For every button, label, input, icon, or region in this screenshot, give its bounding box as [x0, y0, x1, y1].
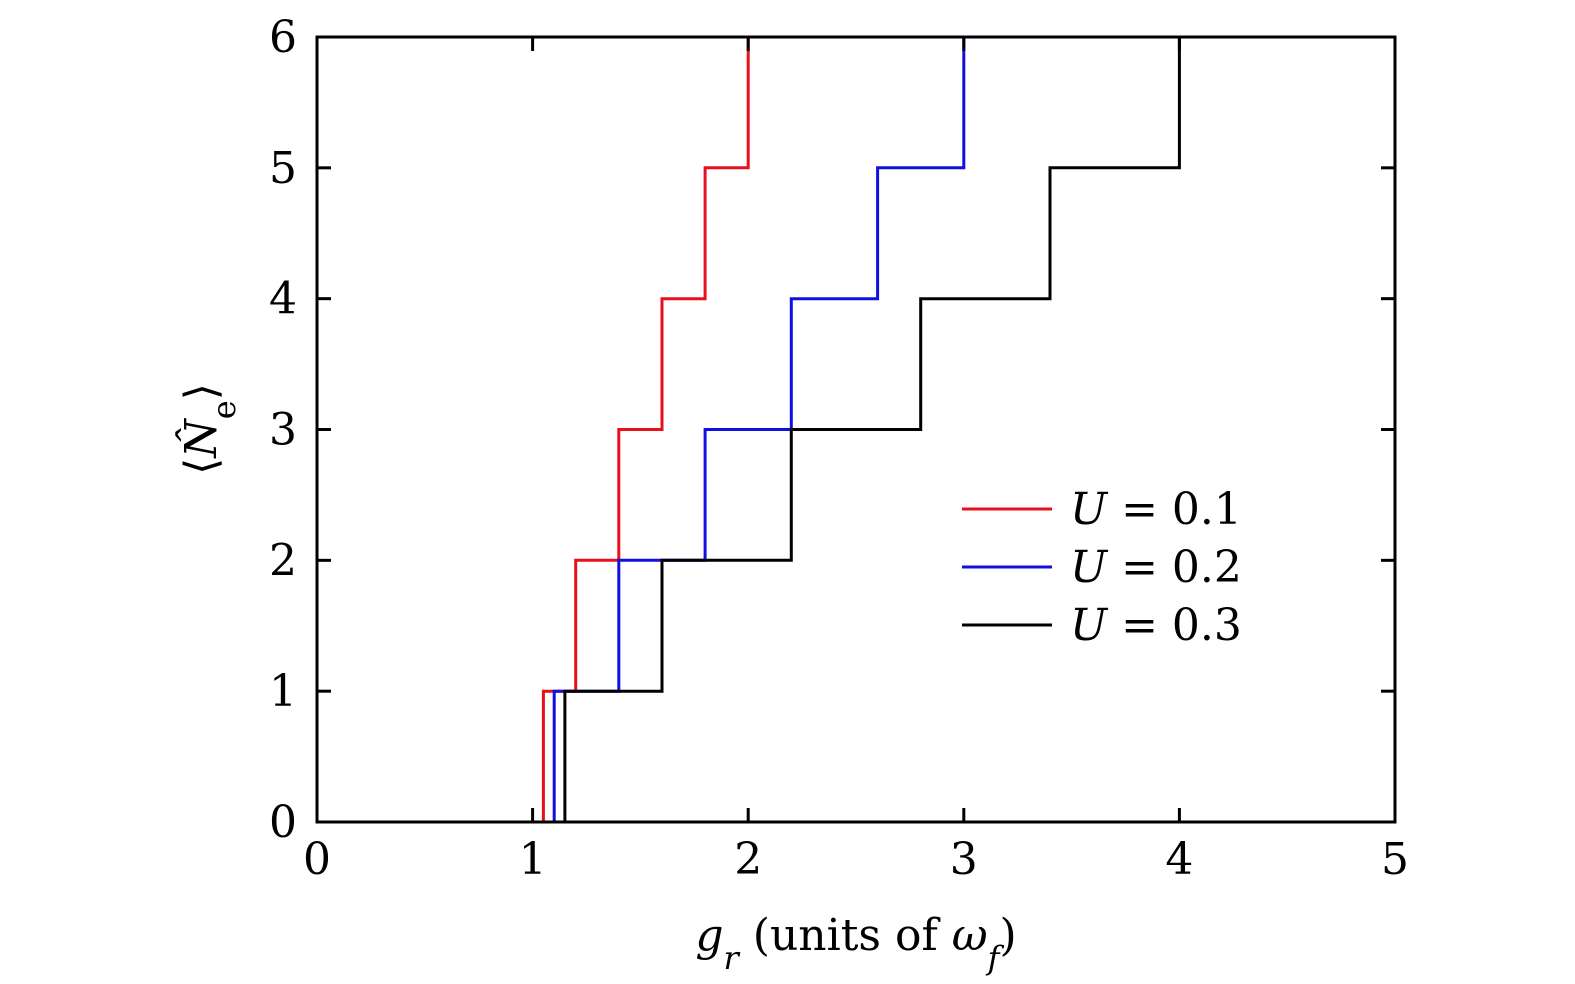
legend: U = 0.1 U = 0.2 U = 0.3	[962, 484, 1242, 651]
legend-label-u01: U = 0.1	[1070, 484, 1242, 535]
x-axis-label: gr (units of ωf)	[695, 910, 1016, 977]
tick-labels-layer: 0 1 2 3 4 5 0 1 2 3 4 5 6	[269, 12, 1409, 885]
y-axis-label-subscript: e	[205, 400, 243, 419]
series-line-2	[317, 35, 1050, 824]
x-tick-label-5: 5	[1381, 834, 1409, 885]
x-tick-label-0: 0	[303, 834, 331, 885]
x-axis-label-symbol: g	[695, 910, 723, 961]
x-tick-label-2: 2	[734, 834, 762, 885]
x-axis-label-omega: ω	[952, 910, 988, 961]
y-axis-label: ⟨N̂e⟩	[174, 383, 243, 475]
legend-label-u03: U = 0.3	[1070, 600, 1242, 651]
series-line-3	[317, 35, 1309, 824]
series-line-1	[317, 35, 792, 824]
y-tick-label-5: 5	[269, 143, 297, 194]
x-axis-label-text: (units of	[739, 910, 952, 961]
y-tick-label-1: 1	[269, 666, 297, 717]
legend-label-u02: U = 0.2	[1070, 542, 1242, 593]
y-tick-label-6: 6	[269, 12, 297, 63]
y-tick-label-3: 3	[269, 405, 297, 456]
y-tick-label-2: 2	[269, 535, 297, 586]
x-axis-label-close: )	[999, 910, 1016, 961]
x-tick-label-4: 4	[1165, 834, 1193, 885]
y-tick-label-0: 0	[269, 797, 297, 848]
x-tick-label-3: 3	[950, 834, 978, 885]
y-axis-label-symbol: N̂	[174, 418, 227, 459]
y-tick-label-4: 4	[269, 274, 297, 325]
ticks-layer	[315, 35, 1397, 824]
x-tick-label-1: 1	[519, 834, 547, 885]
y-axis-label-open: ⟨	[176, 458, 227, 475]
series-layer	[317, 35, 1309, 824]
y-axis-label-close: ⟩	[176, 383, 227, 400]
x-axis-label-subscript: r	[724, 939, 741, 977]
